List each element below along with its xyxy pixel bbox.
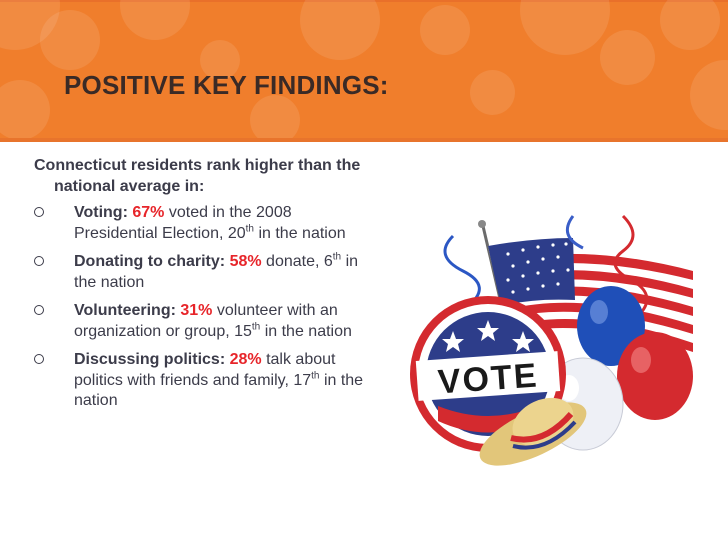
bullet-icon	[34, 305, 44, 315]
findings-text: Connecticut residents rank higher than t…	[34, 156, 364, 420]
title-banner: POSITIVE KEY FINDINGS:	[0, 0, 728, 142]
list-item: Donating to charity: 58% donate, 6th in …	[34, 252, 364, 293]
decor-circle	[250, 95, 300, 142]
bullet-icon	[34, 354, 44, 364]
balloon-red-icon	[617, 332, 693, 420]
intro-text: Connecticut residents rank higher than t…	[34, 157, 361, 195]
ordinal-suffix: th	[245, 223, 254, 235]
bullet-icon	[34, 256, 44, 266]
ribbon	[613, 214, 649, 318]
slide-title: POSITIVE KEY FINDINGS:	[64, 70, 389, 100]
ordinal-suffix: th	[332, 251, 342, 263]
decor-circle	[420, 5, 470, 55]
item-label: Discussing politics:	[74, 351, 226, 368]
decor-circle	[120, 0, 190, 40]
item-text-end: in the nation	[258, 224, 346, 242]
list-item: Discussing politics: 28% talk about poli…	[34, 350, 364, 412]
vote-button-icon: VOTE	[410, 296, 566, 452]
decor-circle	[300, 0, 380, 60]
decor-circle	[200, 40, 240, 80]
item-text-end: in the nation	[74, 371, 364, 410]
decor-circle	[600, 30, 655, 85]
item-percent: 67%	[132, 204, 165, 221]
item-label: Voting:	[74, 204, 128, 221]
decor-circle	[470, 70, 515, 115]
banner-bottom-line	[0, 138, 728, 142]
decor-circle	[520, 0, 610, 55]
item-text: voted in the 2008 Presidential Election,…	[74, 204, 292, 242]
item-percent: 28%	[229, 351, 262, 368]
item-label: Donating to charity:	[74, 253, 226, 270]
ordinal-suffix: th	[311, 370, 320, 382]
straw-hat-icon	[479, 397, 587, 466]
ribbon	[565, 215, 584, 250]
decor-circle	[0, 80, 50, 140]
pole-top	[478, 220, 486, 228]
decor-circle	[40, 10, 100, 70]
item-text-end: in the nation	[264, 322, 352, 340]
list-item: Volunteering: 31% volunteer with an orga…	[34, 301, 364, 342]
decor-circle	[690, 60, 728, 130]
item-label: Volunteering:	[74, 302, 176, 319]
list-item: Voting: 67% voted in the 2008 Presidenti…	[34, 203, 364, 244]
item-text: talk about politics with friends and fam…	[74, 351, 336, 389]
item-percent: 58%	[229, 253, 262, 270]
bullet-icon	[34, 207, 44, 217]
decor-circle	[660, 0, 720, 50]
item-text: donate, 6	[266, 253, 333, 270]
item-percent: 31%	[180, 302, 213, 319]
banner-top-line	[0, 0, 728, 2]
vote-button-text: VOTE	[437, 357, 540, 402]
vote-illustration: VOTE	[410, 214, 693, 466]
item-text: volunteer with an organization or group,…	[74, 302, 338, 340]
ordinal-suffix: th	[251, 321, 261, 333]
item-text-end: in the nation	[74, 253, 359, 291]
